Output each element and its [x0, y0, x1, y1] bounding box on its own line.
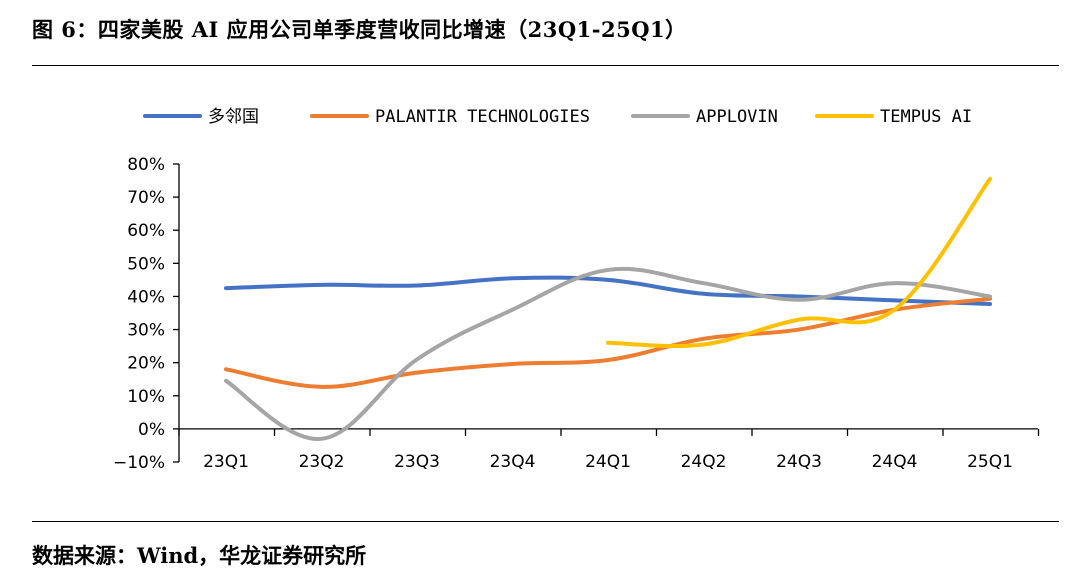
y-tick-label: −10% — [113, 453, 165, 473]
series-line-1 — [224, 296, 992, 389]
top-divider — [32, 65, 1059, 66]
x-tick-label: 23Q1 — [203, 452, 249, 472]
series-line-2 — [224, 266, 992, 441]
y-tick-label: 0% — [138, 420, 165, 440]
y-tick-label: 60% — [127, 221, 165, 241]
x-tick-label: 23Q4 — [490, 452, 536, 472]
x-tick-label: 24Q2 — [681, 452, 727, 472]
bottom-divider — [32, 521, 1059, 522]
legend-label-0: 多邻国 — [208, 107, 259, 127]
series-line-0 — [224, 275, 992, 307]
x-tick-label: 24Q3 — [776, 452, 822, 472]
legend-label-3: TEMPUS AI — [880, 107, 972, 127]
series-line-3 — [606, 176, 992, 348]
y-tick-label: 10% — [127, 387, 165, 407]
x-tick-label: 24Q1 — [585, 452, 631, 472]
y-tick-label: 40% — [127, 287, 165, 307]
y-tick-label: 20% — [127, 354, 165, 374]
x-tick-label: 23Q2 — [299, 452, 345, 472]
y-tick-label: 70% — [127, 188, 165, 208]
y-tick-label: 30% — [127, 321, 165, 341]
chart-title: 图 6：四家美股 AI 应用公司单季度营收同比增速（23Q1-25Q1） — [32, 17, 687, 42]
y-tick-label: 50% — [127, 254, 165, 274]
y-tick-label: 80% — [127, 155, 165, 175]
x-tick-label: 23Q3 — [394, 452, 440, 472]
legend-label-2: APPLOVIN — [696, 107, 778, 127]
legend-label-1: PALANTIR TECHNOLOGIES — [375, 107, 590, 127]
x-tick-label: 25Q1 — [967, 452, 1013, 472]
x-tick-label: 24Q4 — [872, 452, 918, 472]
source-note: 数据来源：Wind，华龙证券研究所 — [32, 543, 367, 568]
